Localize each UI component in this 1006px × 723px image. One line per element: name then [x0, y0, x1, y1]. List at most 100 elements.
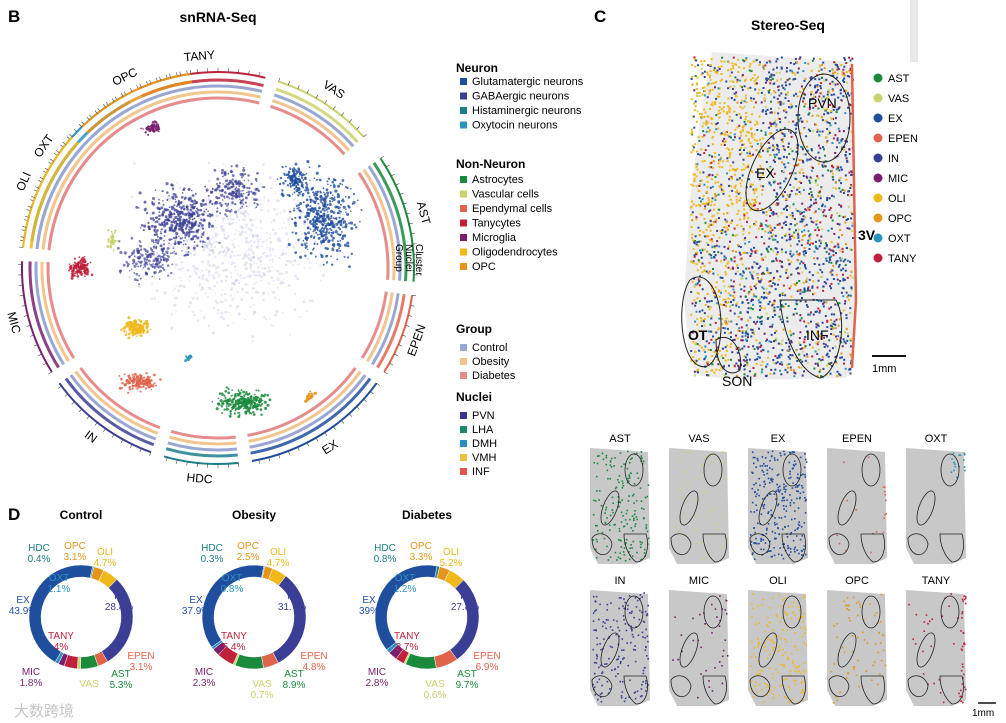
- stereo-spot: [813, 257, 815, 260]
- ring-tick: [348, 119, 353, 123]
- umap-point: [326, 247, 329, 250]
- umap-point: [210, 243, 212, 245]
- stereo-spot: [756, 142, 759, 145]
- umap-point: [332, 184, 336, 188]
- stereo-spot: [804, 216, 807, 219]
- stereo-spot: [725, 233, 728, 236]
- stereo-spot: [811, 346, 814, 349]
- stereo-spot: [710, 103, 713, 106]
- umap-point: [304, 399, 308, 403]
- umap-point: [82, 266, 87, 270]
- umap-point: [168, 242, 170, 245]
- legend-group-label: Obesity: [472, 356, 510, 368]
- umap-point: [293, 222, 297, 225]
- stereo-spot: [842, 273, 844, 276]
- umap-point: [321, 229, 325, 233]
- umap-point: [235, 221, 238, 224]
- umap-point: [232, 243, 235, 246]
- umap-point: [184, 236, 187, 239]
- umap-point: [250, 296, 254, 300]
- stereo-spot: [845, 89, 848, 92]
- umap-point: [246, 186, 249, 190]
- umap-point: [187, 251, 190, 253]
- stereo-spot: [789, 147, 792, 150]
- stereo-spot: [695, 359, 698, 362]
- umap-point: [309, 201, 312, 204]
- stereo-spot: [718, 165, 721, 168]
- ring-group-arc: [170, 429, 236, 440]
- umap-point: [313, 239, 317, 243]
- stereo-spot: [756, 320, 759, 323]
- stereo-spot: [720, 183, 723, 186]
- umap-point: [347, 196, 351, 199]
- stereo-spot: [774, 91, 777, 94]
- stereo-spot: [802, 175, 805, 177]
- stereo-spot: [779, 182, 782, 185]
- umap-point: [281, 272, 284, 275]
- umap-point: [154, 221, 157, 223]
- ring-tick: [20, 236, 25, 238]
- stereo-spot: [825, 257, 827, 260]
- stereo-spot: [796, 266, 799, 269]
- umap-point: [239, 207, 242, 210]
- stereo-spot: [711, 104, 714, 107]
- stereo-spot: [773, 362, 776, 364]
- umap-point: [210, 243, 214, 246]
- stereo-spot: [816, 128, 819, 131]
- stereo-spot: [738, 330, 741, 332]
- stereo-spot: [851, 276, 854, 279]
- stereo-spot: [770, 285, 773, 288]
- legend-neuron-label: Oxytocin neurons: [472, 120, 558, 132]
- umap-point: [237, 389, 240, 391]
- umap-point: [308, 195, 311, 198]
- stereo-spot: [838, 130, 841, 133]
- stereo-spot: [848, 190, 850, 193]
- stereo-spot: [801, 297, 803, 299]
- stereo-spot: [848, 194, 851, 197]
- stereo-spot: [750, 273, 753, 276]
- umap-point: [230, 294, 232, 297]
- umap-point: [228, 249, 230, 251]
- umap-point: [315, 197, 319, 201]
- stereo-spot: [738, 199, 741, 202]
- stereo-spot: [772, 308, 775, 310]
- stereo-spot: [844, 221, 847, 224]
- umap-point: [321, 273, 325, 278]
- umap-point: [220, 293, 223, 296]
- stereo-spot: [818, 95, 821, 98]
- umap-point: [175, 285, 177, 287]
- stereo-spot: [815, 247, 818, 249]
- umap-point: [183, 187, 186, 190]
- stereo-spot: [797, 272, 800, 275]
- umap-point: [124, 325, 128, 328]
- umap-point: [150, 379, 153, 382]
- stereo-spot: [736, 266, 739, 269]
- stereo-spot: [842, 79, 845, 82]
- stereo-spot: [747, 120, 749, 123]
- stereo-spot: [751, 136, 754, 139]
- stereo-spot: [805, 175, 808, 178]
- stereo-spot: [840, 215, 842, 218]
- stereo-spot: [760, 101, 763, 104]
- umap-point: [221, 168, 224, 172]
- umap-point: [127, 391, 130, 394]
- ring-tick: [306, 89, 310, 94]
- stereo-spot: [831, 88, 834, 91]
- stereo-spot: [800, 260, 803, 263]
- umap-point: [218, 273, 221, 276]
- stereo-spot: [743, 373, 746, 376]
- umap-point: [300, 212, 302, 215]
- stereo-spot: [836, 222, 839, 225]
- ring-outer-arc: [21, 261, 53, 373]
- stereo-spot: [773, 299, 776, 302]
- stereo-spot: [721, 231, 724, 234]
- stereo-spot: [786, 67, 788, 69]
- umap-point: [231, 261, 234, 265]
- umap-point: [163, 291, 167, 295]
- umap-point: [259, 237, 262, 240]
- stereo-spot: [697, 226, 700, 229]
- ring-tick: [111, 434, 115, 438]
- stereo-spot: [701, 72, 704, 75]
- umap-point: [298, 175, 300, 178]
- umap-point: [237, 195, 239, 197]
